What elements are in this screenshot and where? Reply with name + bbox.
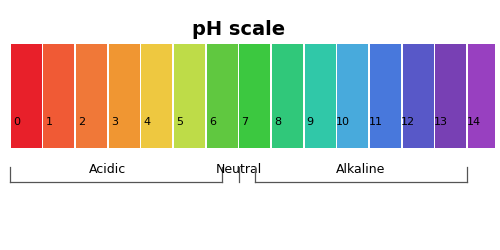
- FancyBboxPatch shape: [76, 44, 107, 148]
- Text: 4: 4: [144, 117, 150, 127]
- FancyBboxPatch shape: [304, 44, 336, 148]
- FancyBboxPatch shape: [108, 44, 140, 148]
- Text: Neutral: Neutral: [216, 163, 262, 176]
- FancyBboxPatch shape: [142, 44, 172, 148]
- Text: 9: 9: [306, 117, 314, 127]
- FancyBboxPatch shape: [240, 44, 270, 148]
- Text: 3: 3: [111, 117, 118, 127]
- Text: pH scale: pH scale: [192, 20, 285, 39]
- Text: 2: 2: [78, 117, 85, 127]
- Text: 0: 0: [13, 117, 20, 127]
- Text: 8: 8: [274, 117, 281, 127]
- FancyBboxPatch shape: [338, 44, 368, 148]
- FancyBboxPatch shape: [436, 44, 466, 148]
- Text: 13: 13: [434, 117, 448, 127]
- FancyBboxPatch shape: [206, 44, 238, 148]
- Text: 11: 11: [368, 117, 382, 127]
- Text: 7: 7: [242, 117, 248, 127]
- Text: 5: 5: [176, 117, 183, 127]
- Text: 12: 12: [401, 117, 415, 127]
- FancyBboxPatch shape: [468, 44, 499, 148]
- Text: Alkaline: Alkaline: [336, 163, 386, 176]
- Text: 10: 10: [336, 117, 350, 127]
- FancyBboxPatch shape: [10, 44, 42, 148]
- FancyBboxPatch shape: [44, 44, 74, 148]
- FancyBboxPatch shape: [370, 44, 401, 148]
- Text: 14: 14: [466, 117, 480, 127]
- FancyBboxPatch shape: [402, 44, 434, 148]
- Text: 1: 1: [46, 117, 52, 127]
- Text: 6: 6: [209, 117, 216, 127]
- Text: Acidic: Acidic: [90, 163, 126, 176]
- FancyBboxPatch shape: [272, 44, 303, 148]
- FancyBboxPatch shape: [174, 44, 205, 148]
